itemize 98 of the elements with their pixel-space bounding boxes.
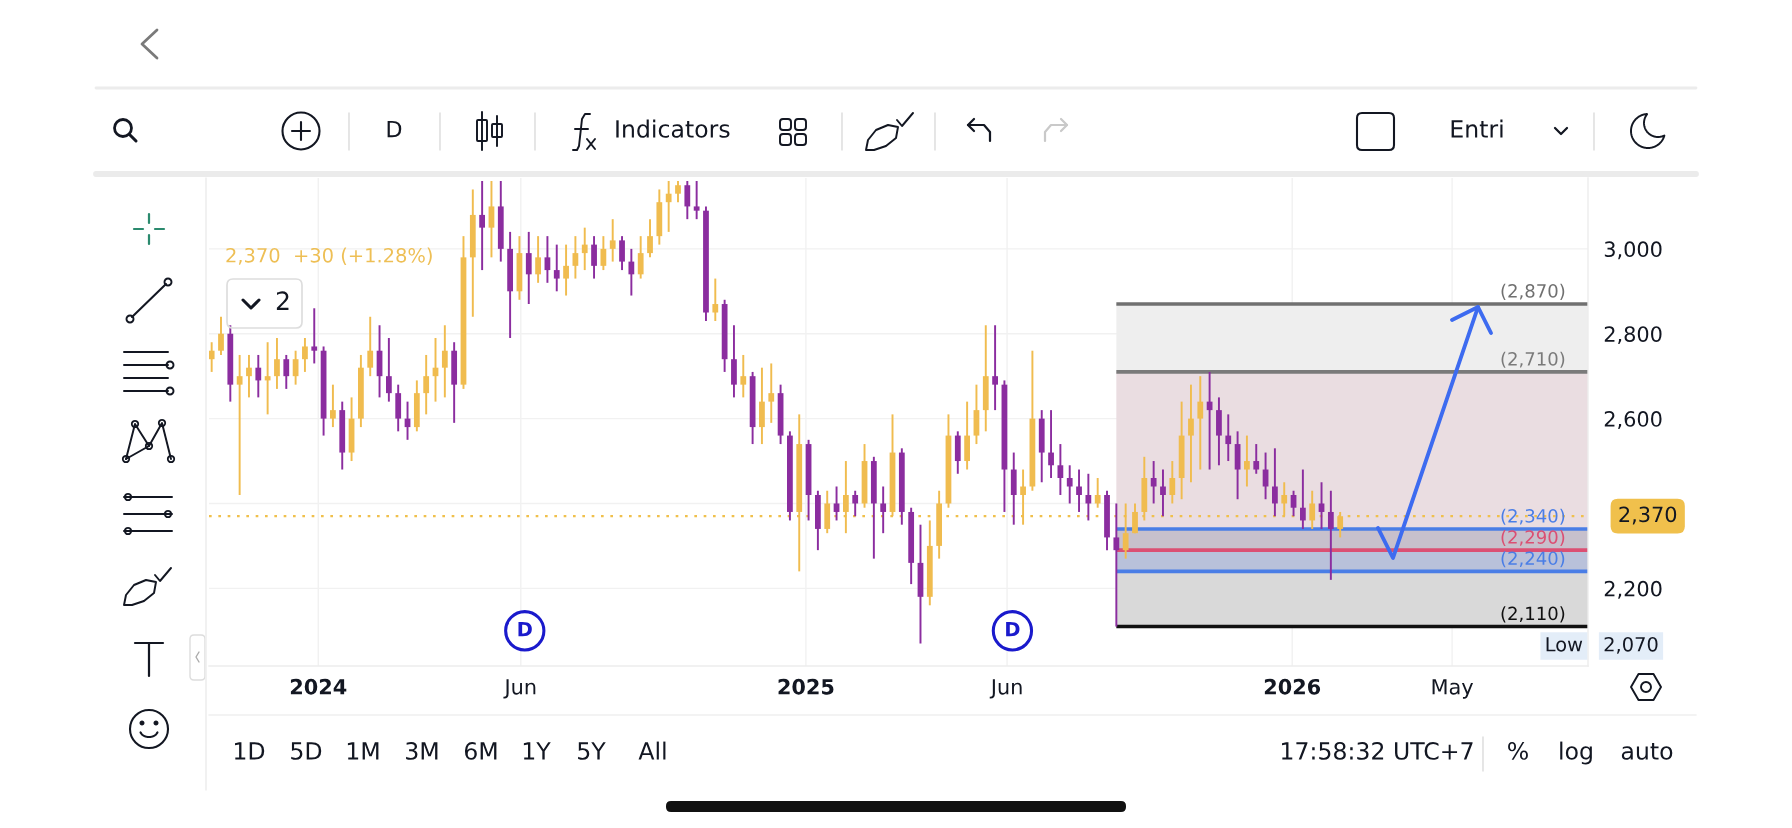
candlestick	[264, 341, 271, 416]
candlestick	[712, 277, 719, 322]
candlestick	[693, 180, 700, 221]
candlestick	[246, 353, 252, 399]
text: 3M	[406, 741, 438, 760]
candlestick	[218, 315, 224, 356]
candlestick	[209, 341, 215, 373]
text: %	[1508, 741, 1528, 760]
candlestick	[385, 337, 392, 403]
candlestick	[1076, 468, 1082, 513]
text: All	[638, 741, 666, 760]
candlestick	[423, 353, 430, 416]
candlestick	[525, 230, 532, 305]
text: 1D	[234, 742, 265, 760]
ref-line-label: (2,110)	[1501, 606, 1565, 623]
text: Entri	[1451, 119, 1503, 138]
candlestick	[992, 324, 998, 412]
candlestick	[553, 243, 560, 293]
candlestick	[1309, 489, 1316, 530]
text: 2,070	[1604, 636, 1658, 654]
candlestick	[302, 337, 308, 373]
ref-line-label: (2,240)	[1501, 551, 1565, 568]
text: auto	[1621, 742, 1673, 760]
candlestick	[637, 235, 644, 280]
candlestick	[609, 218, 616, 263]
candlestick	[600, 235, 607, 272]
candlestick	[852, 489, 859, 518]
candlestick	[1244, 434, 1250, 488]
candlestick	[441, 324, 448, 399]
annotation: Low	[1546, 637, 1583, 652]
x-tick-label: 2024	[290, 678, 347, 695]
candlestick	[283, 353, 290, 390]
x-tick-label: Jun	[989, 679, 1022, 699]
candlestick	[1150, 460, 1157, 505]
y-tick-label: 2,600	[1604, 411, 1662, 429]
text: 2,370 +30 (+1.28%)	[226, 247, 432, 265]
x-tick-label: 2026	[1264, 678, 1321, 695]
candlestick	[1327, 489, 1334, 581]
candlestick	[535, 235, 541, 284]
candlestick	[1094, 477, 1101, 509]
annotation: 2	[276, 291, 289, 310]
candlestick	[581, 226, 588, 272]
candlestick	[1253, 443, 1260, 475]
ref-line-label: (2,870)	[1501, 283, 1565, 300]
x-tick-label: 2025	[778, 678, 834, 695]
candlestick	[236, 353, 243, 496]
ref-line-label: (2,290)	[1501, 529, 1565, 546]
candlestick	[1272, 447, 1278, 518]
text: D	[387, 120, 402, 138]
text: 5Y	[578, 742, 606, 760]
x-tick-label: Jun	[503, 679, 536, 699]
annotation: D	[518, 621, 532, 637]
ref-line-label: 2,370	[1619, 506, 1677, 525]
text: 5D	[291, 742, 322, 760]
candlestick	[1197, 375, 1204, 471]
text: 6M	[464, 741, 497, 760]
text: 1Y	[523, 742, 551, 760]
text: 1M	[347, 742, 379, 760]
candlestick	[1169, 460, 1176, 505]
candlestick	[740, 353, 747, 399]
candlestick	[628, 247, 635, 297]
candlestick	[647, 218, 653, 259]
ref-line-label: (2,710)	[1501, 351, 1565, 368]
candlestick	[563, 243, 569, 297]
candlestick	[1132, 502, 1138, 535]
candlestick	[665, 180, 672, 233]
candlestick	[1160, 468, 1166, 518]
candlestick	[274, 337, 280, 390]
candlestick	[255, 353, 262, 399]
text: 17:58:32 UTC+7	[1282, 741, 1473, 760]
candlestick	[1085, 472, 1092, 522]
ref-line-label: (2,340)	[1501, 508, 1565, 525]
candlestick	[1113, 502, 1120, 628]
text: log	[1560, 741, 1592, 765]
candlestick	[768, 362, 775, 424]
candlestick	[1225, 413, 1232, 463]
candlestick	[684, 180, 691, 221]
candlestick	[479, 180, 486, 272]
candlestick	[1048, 409, 1054, 479]
y-tick-label: 2,800	[1604, 326, 1662, 345]
candlestick	[1299, 468, 1306, 530]
candlestick	[1188, 383, 1194, 484]
candlestick	[675, 180, 681, 204]
candlestick	[367, 315, 374, 378]
candlestick	[1057, 443, 1064, 496]
candlestick	[619, 235, 625, 272]
candlestick	[880, 485, 887, 535]
candlestick	[1066, 464, 1073, 505]
annotation: D	[1006, 621, 1020, 637]
text: Indicators	[616, 119, 730, 138]
y-tick-label: 3,000	[1604, 241, 1662, 260]
x-tick-label: May	[1432, 679, 1474, 699]
candlestick	[311, 307, 318, 365]
candlestick	[330, 383, 336, 429]
candlestick	[591, 235, 597, 280]
candlestick	[833, 485, 840, 522]
candlestick	[1318, 481, 1325, 530]
y-tick-label: 2,200	[1604, 580, 1662, 599]
